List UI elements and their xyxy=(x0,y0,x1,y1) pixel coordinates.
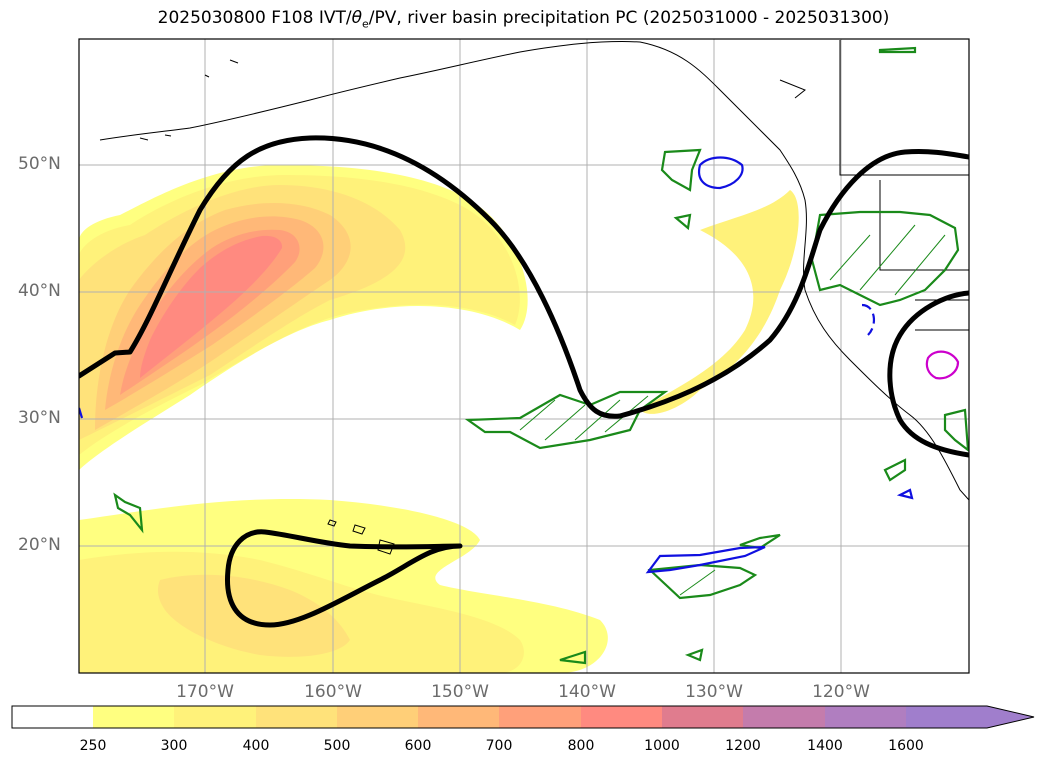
lon-label-150w: 150°W xyxy=(431,682,489,702)
blue-contours xyxy=(79,156,914,574)
colorbar-tick-250: 250 xyxy=(79,738,107,754)
green-hatching xyxy=(519,224,946,596)
lat-label-50n: 50°N xyxy=(18,154,61,174)
pv-contours xyxy=(79,135,969,628)
colorbar-tick-800: 800 xyxy=(567,738,595,754)
colorbar-tick-1200: 1200 xyxy=(725,738,761,754)
ivt-fill-south-400 xyxy=(157,574,350,657)
colorbar-tick-600: 600 xyxy=(404,738,432,754)
grid xyxy=(79,39,969,673)
ivt-fill-800 xyxy=(140,235,283,378)
colorbar-tick-400: 400 xyxy=(242,738,270,754)
lon-label-120w: 120°W xyxy=(812,682,870,702)
lat-label-40n: 40°N xyxy=(18,281,61,301)
lon-label-160w: 160°W xyxy=(304,682,362,702)
lat-label-30n: 30°N xyxy=(18,408,61,428)
colorbar-tick-300: 300 xyxy=(160,738,188,754)
colorbar-tick-1600: 1600 xyxy=(888,738,924,754)
ivt-shading xyxy=(79,165,799,673)
magenta-contour xyxy=(925,350,960,380)
colorbar xyxy=(11,705,1035,729)
ivt-fill-coast xyxy=(640,190,799,414)
colorbar-tick-1000: 1000 xyxy=(644,738,680,754)
lon-label-130w: 130°W xyxy=(685,682,743,702)
map-frame xyxy=(78,38,970,674)
colorbar-tick-500: 500 xyxy=(323,738,351,754)
lon-label-140w: 140°W xyxy=(558,682,616,702)
lon-label-170w: 170°W xyxy=(176,682,234,702)
colorbar-tick-1400: 1400 xyxy=(807,738,843,754)
lat-label-20n: 20°N xyxy=(18,535,61,555)
colorbar-tick-700: 700 xyxy=(485,738,513,754)
map-title: 2025030800 F108 IVT/θe/PV, river basin p… xyxy=(157,8,890,31)
